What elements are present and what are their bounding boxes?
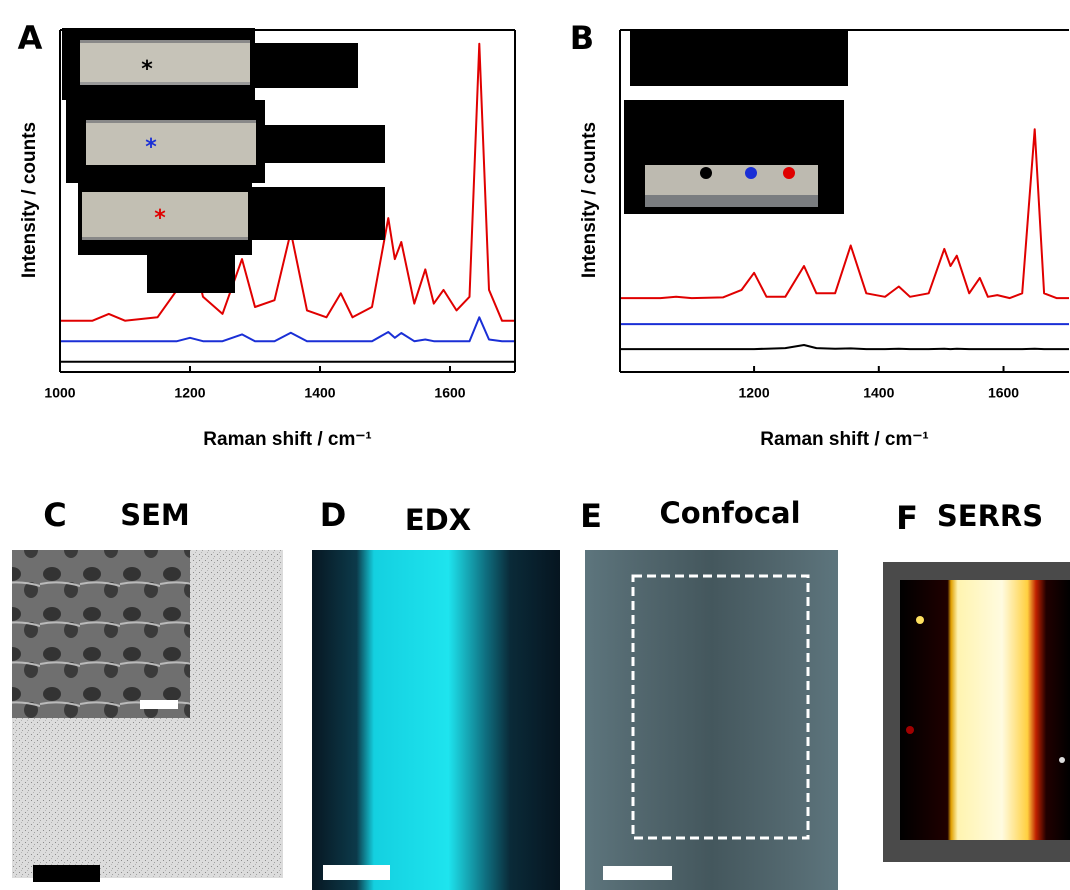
inset-marker: * bbox=[141, 57, 153, 82]
panel-label: E bbox=[580, 497, 602, 535]
x-tick-label: 1200 bbox=[738, 385, 769, 401]
x-tick-label: 1600 bbox=[434, 385, 465, 401]
panel-f: F SERRS bbox=[883, 499, 1070, 862]
x-tick-label: 1600 bbox=[988, 385, 1019, 401]
panel-label: C bbox=[43, 496, 66, 534]
spectrum-line bbox=[620, 345, 1069, 349]
panel-title: Confocal bbox=[659, 496, 800, 530]
x-tick-label: 1400 bbox=[863, 385, 894, 401]
x-tick-label: 1400 bbox=[304, 385, 335, 401]
panel-title: EDX bbox=[405, 503, 471, 537]
panel-label: D bbox=[320, 496, 347, 534]
panel-title: SERRS bbox=[937, 499, 1043, 533]
x-tick-label: 1000 bbox=[44, 385, 75, 401]
x-axis-label: Raman shift / cm⁻¹ bbox=[760, 429, 928, 450]
inset-marker: * bbox=[145, 135, 157, 160]
panel-title: SEM bbox=[120, 498, 190, 532]
y-axis-label: Intensity / counts bbox=[579, 122, 600, 278]
panel-d: D EDX bbox=[312, 496, 560, 890]
panel-label: A bbox=[18, 19, 43, 57]
panel-c: C SEM bbox=[12, 496, 283, 882]
inset-b bbox=[624, 30, 848, 214]
x-tick-label: 1200 bbox=[174, 385, 205, 401]
inset-a: * * * bbox=[62, 28, 385, 293]
y-axis-label: Intensity / counts bbox=[19, 122, 40, 278]
figure: 1000 1200 1400 1600 Raman shift / cm⁻¹ Intens… bbox=[0, 0, 1070, 890]
panel-label: B bbox=[570, 19, 594, 57]
panel-e: E Confocal bbox=[580, 496, 838, 890]
x-axis-label: Raman shift / cm⁻¹ bbox=[203, 429, 371, 450]
inset-marker: * bbox=[154, 206, 166, 231]
panel-label: F bbox=[896, 499, 918, 537]
